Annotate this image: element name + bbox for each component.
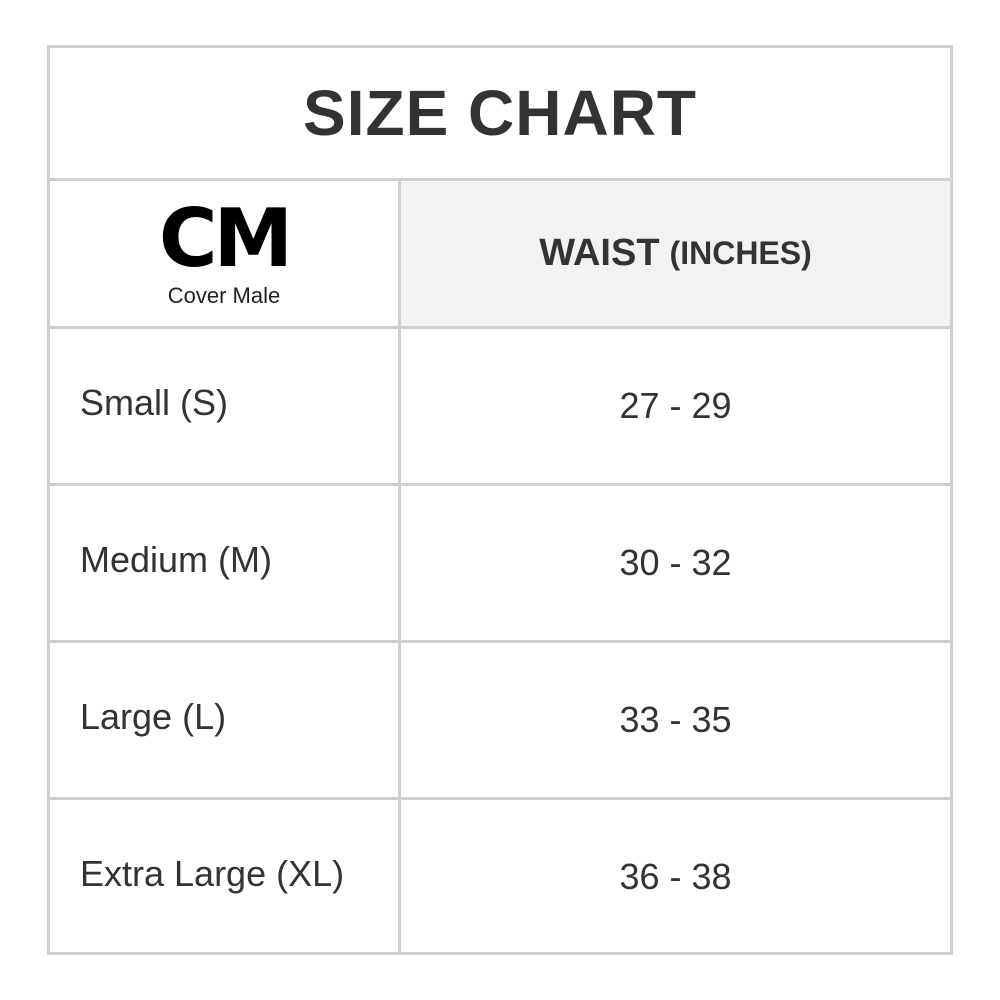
divider <box>50 797 950 800</box>
divider <box>50 640 950 643</box>
divider <box>50 483 950 486</box>
size-label: Medium (M) <box>80 539 273 580</box>
size-chart-table: SIZE CHART CM Cover Male WAIST (INCHES) … <box>47 45 953 955</box>
divider <box>50 326 950 329</box>
logo-mark: CM <box>158 191 293 285</box>
size-label: Large (L) <box>80 696 227 737</box>
size-label: Extra Large (XL) <box>80 853 345 894</box>
waist-value: 33 - 35 <box>619 699 732 740</box>
waist-value: 36 - 38 <box>619 856 732 897</box>
divider <box>50 178 950 181</box>
header-unit: (INCHES) <box>669 235 812 271</box>
brand-logo: CM Cover Male <box>50 181 398 326</box>
size-label: Small (S) <box>80 382 229 423</box>
logo-text: Cover Male <box>167 282 281 308</box>
column-divider <box>398 178 401 952</box>
header-measure: WAIST <box>539 232 660 274</box>
waist-value: 30 - 32 <box>619 542 732 583</box>
waist-value: 27 - 29 <box>619 385 732 426</box>
column-header-waist: WAIST (INCHES) <box>401 181 950 326</box>
chart-title: SIZE CHART <box>303 77 697 149</box>
